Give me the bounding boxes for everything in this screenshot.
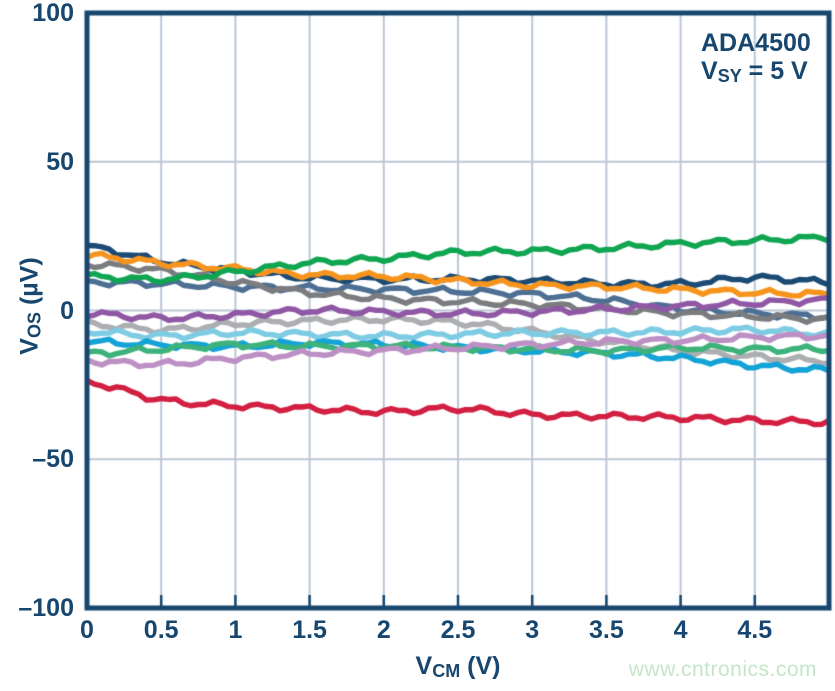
x-tick-label: 0.5 [143,616,179,644]
x-axis-label-unit: (V) [460,652,501,680]
x-axis-label-subscript: CM [432,661,461,682]
y-tick-label: –100 [18,594,74,622]
y-axis-label-subscript: OS [24,312,45,339]
watermark-text: www.cntronics.com [628,658,817,681]
x-tick-label: 3.5 [589,616,624,644]
x-axis-label: VCM (V) [278,652,638,681]
y-tick-label: 0 [60,296,74,325]
annotation-supply-voltage: VSY = 5 V [701,57,811,87]
x-tick-label: 1 [228,616,243,644]
y-axis-label-unit: (µV) [15,257,44,312]
x-tick-label: 4 [673,616,688,644]
x-tick-label: 3 [525,616,540,644]
annotation-vsy-subscript: SY [717,66,742,87]
y-tick-label: –50 [32,445,74,474]
x-tick-label: 4.5 [737,616,773,644]
y-tick-label: 50 [46,147,74,176]
x-axis-label-symbol: V [415,652,433,680]
chart-annotation: ADA4500 VSY = 5 V [701,29,811,87]
x-tick-label: 2.5 [440,616,476,644]
y-tick-label: 100 [32,0,74,27]
x-tick-label: 0 [80,616,94,644]
y-axis-label-symbol: V [15,338,44,355]
annotation-part-number: ADA4500 [701,29,811,57]
x-tick-label: 1.5 [292,616,327,644]
y-axis-label: VOS (µV) [16,126,45,486]
x-tick-label: 2 [376,616,391,644]
annotation-vsy-value: = 5 V [741,57,808,85]
annotation-vsy-symbol: V [701,57,718,85]
